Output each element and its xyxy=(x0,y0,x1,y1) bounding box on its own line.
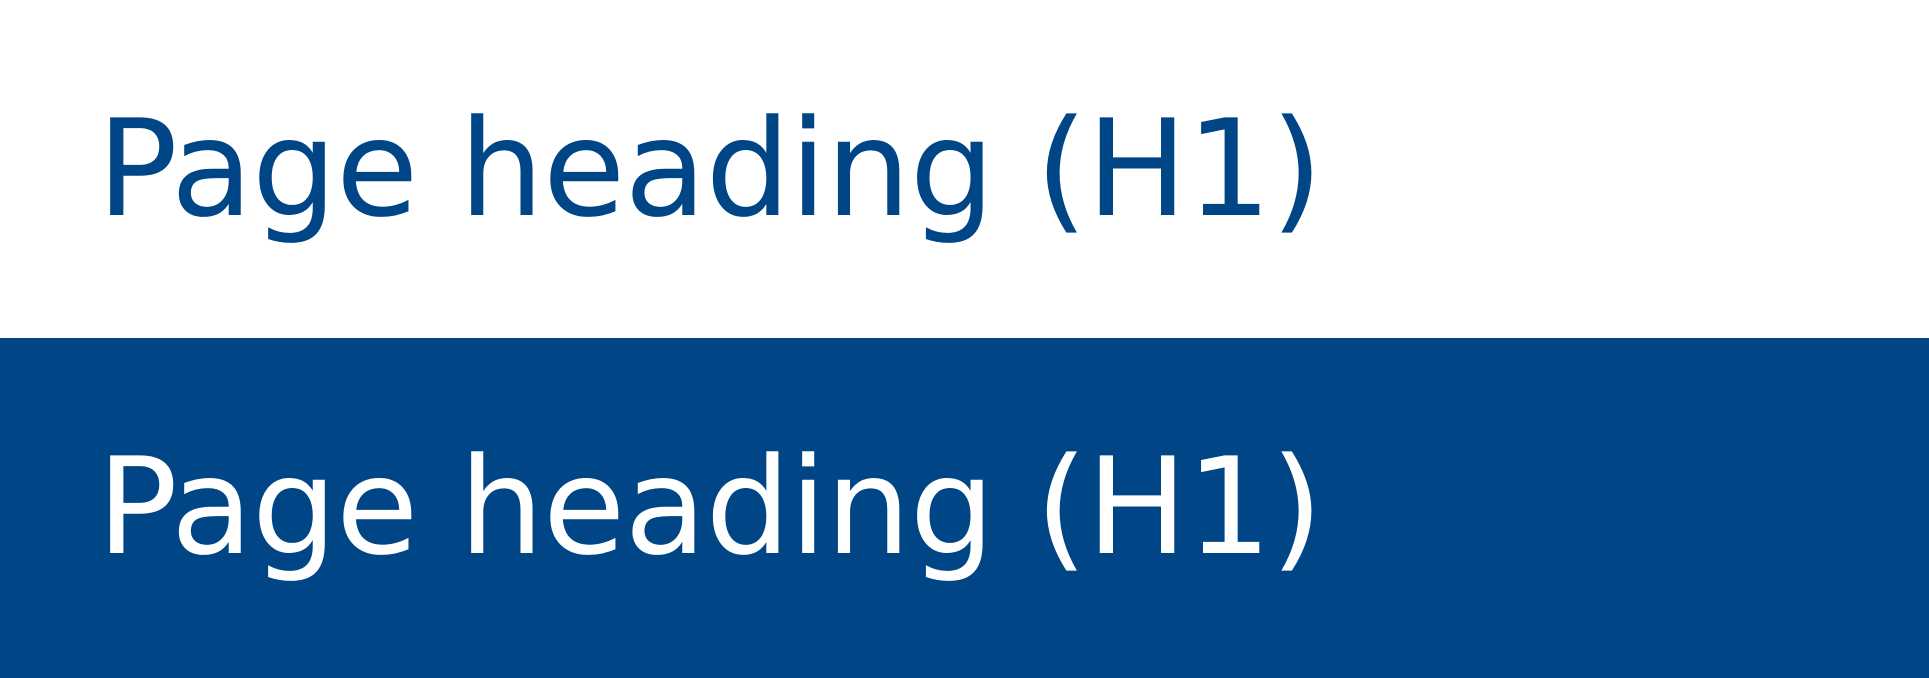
page-heading-on-dark: Page heading (H1) xyxy=(97,429,1323,585)
light-background-panel: Page heading (H1) xyxy=(0,0,1929,338)
dark-background-panel: Page heading (H1) xyxy=(0,338,1929,678)
page-heading-on-light: Page heading (H1) xyxy=(97,91,1323,247)
